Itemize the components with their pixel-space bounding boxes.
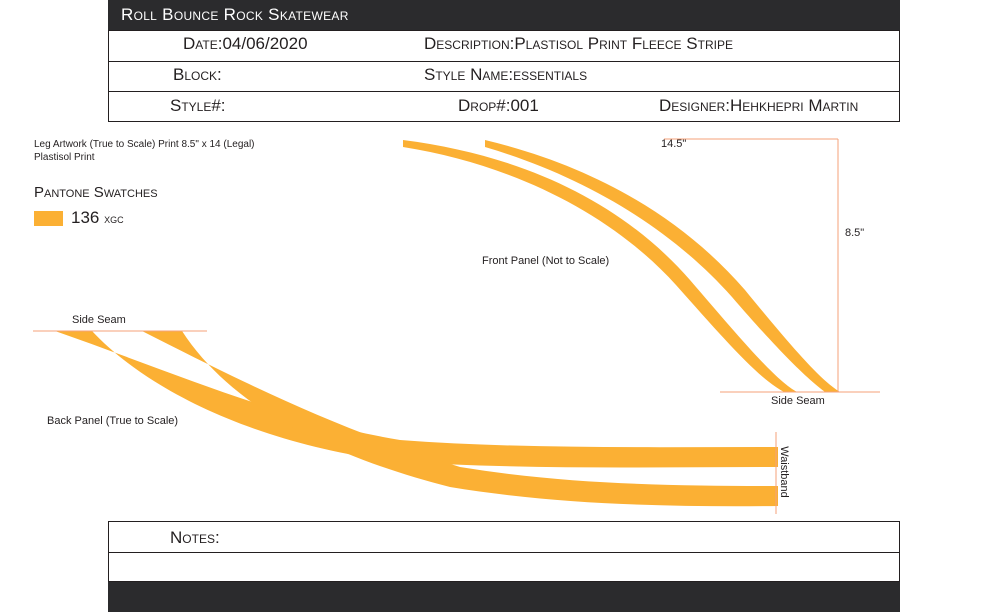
designer-value: Hehkhepri Martin xyxy=(730,96,859,115)
designer-label: Designer: xyxy=(659,96,731,115)
block-label: Block: xyxy=(173,65,222,84)
artwork-note: Leg Artwork (True to Scale) Print 8.5" x… xyxy=(34,138,255,164)
designer-field: Designer:Hehkhepri Martin xyxy=(659,96,858,116)
artwork-line-1: Leg Artwork (True to Scale) Print 8.5" x… xyxy=(34,139,255,150)
front-stripe-outer xyxy=(403,140,797,392)
front-side-seam-label: Side Seam xyxy=(771,395,825,407)
swatch-title: Pantone Swatches xyxy=(34,184,158,201)
style-name-value: essentials xyxy=(513,65,588,84)
swatch-code: 136 xyxy=(71,208,100,227)
notes-label: Notes: xyxy=(170,528,220,547)
back-stripe-lower xyxy=(142,331,778,507)
style-number-field: Style#: xyxy=(170,96,226,116)
notes-box xyxy=(108,521,900,553)
drop-field: Drop#:001 xyxy=(458,96,539,116)
back-panel-label: Back Panel (True to Scale) xyxy=(47,415,179,427)
drop-label: Drop#: xyxy=(458,96,511,115)
front-width-label: 14.5" xyxy=(661,138,687,150)
back-stripe-upper xyxy=(55,331,778,468)
style-name-field: Style Name:essentials xyxy=(424,65,587,85)
front-panel-label: Front Panel (Not to Scale) xyxy=(482,255,610,267)
notes-area xyxy=(108,552,900,582)
description-field: Description:Plastisol Print Fleece Strip… xyxy=(424,34,733,54)
front-height-label: 8.5" xyxy=(845,227,865,239)
date-field: Date:04/06/2020 xyxy=(183,34,308,54)
front-stripe-inner xyxy=(485,140,840,392)
date-label: Date: xyxy=(183,34,223,53)
header-bar xyxy=(108,0,900,30)
style-number-label: Style#: xyxy=(170,96,226,115)
swatch-suffix: xgc xyxy=(104,211,124,226)
swatch-label: 136 xgc xyxy=(71,208,124,228)
drop-value: 001 xyxy=(510,96,539,115)
brand-name: Roll Bounce Rock Skatewear xyxy=(121,5,349,24)
footer-bar xyxy=(108,582,900,612)
artwork-line-2: Plastisol Print xyxy=(34,152,95,163)
style-name-label: Style Name: xyxy=(424,65,514,84)
waistband-label: Waistband xyxy=(778,446,790,498)
description-label: Description: xyxy=(424,34,515,53)
back-side-seam-label: Side Seam xyxy=(72,314,126,326)
description-value: Plastisol Print Fleece Stripe xyxy=(514,34,733,53)
swatch-chip xyxy=(34,211,63,226)
block-field: Block: xyxy=(173,65,222,85)
header-row-style: Style#: Drop#:001 Designer:Hehkhepri Mar… xyxy=(108,91,900,122)
date-value: 04/06/2020 xyxy=(222,34,308,53)
